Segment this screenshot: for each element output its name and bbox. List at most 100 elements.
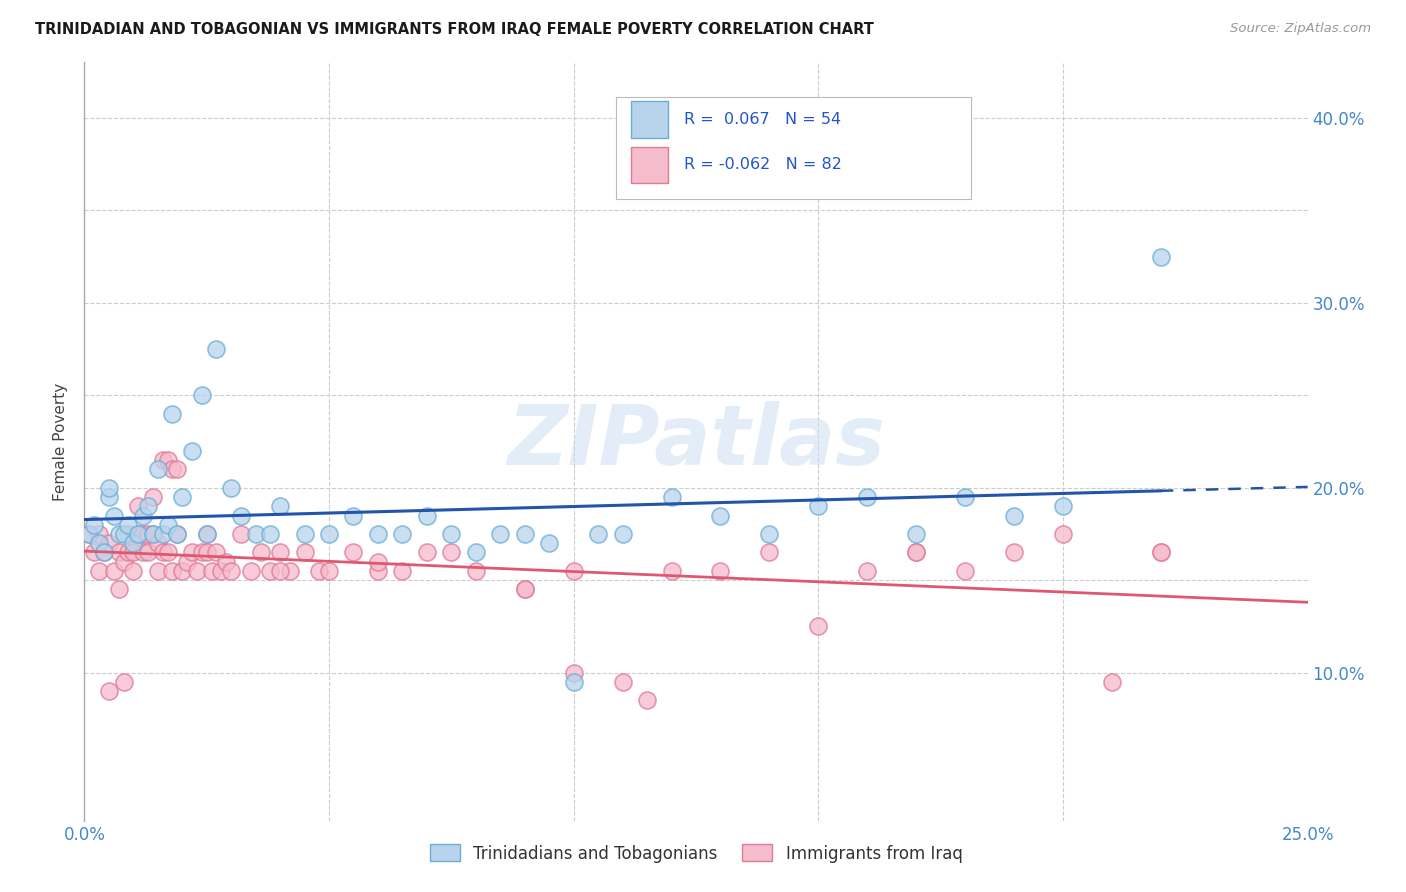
Point bbox=[245, 527, 267, 541]
Point bbox=[205, 342, 228, 356]
Point bbox=[97, 536, 120, 550]
Point bbox=[391, 564, 413, 578]
Y-axis label: Female Poverty: Female Poverty bbox=[53, 383, 69, 500]
Point bbox=[1150, 545, 1173, 559]
Point bbox=[1052, 500, 1074, 514]
Point bbox=[562, 675, 585, 690]
Point bbox=[1002, 545, 1025, 559]
Point bbox=[513, 527, 536, 541]
Point bbox=[294, 527, 316, 541]
Point bbox=[103, 564, 125, 578]
Point bbox=[1150, 250, 1173, 264]
Point bbox=[117, 527, 139, 541]
Point bbox=[367, 555, 389, 569]
Point bbox=[156, 545, 179, 559]
Point bbox=[367, 527, 389, 541]
Point bbox=[166, 527, 188, 541]
Point bbox=[229, 508, 252, 523]
Point bbox=[269, 564, 291, 578]
Point bbox=[239, 564, 262, 578]
Point bbox=[112, 675, 135, 690]
Point bbox=[112, 555, 135, 569]
Point bbox=[162, 564, 184, 578]
Point bbox=[1150, 545, 1173, 559]
Point bbox=[191, 388, 214, 402]
Point bbox=[122, 545, 145, 559]
Point bbox=[166, 462, 188, 476]
Point bbox=[709, 564, 731, 578]
Point bbox=[1052, 527, 1074, 541]
Point bbox=[229, 527, 252, 541]
Bar bbox=[631, 146, 668, 183]
Point bbox=[953, 564, 976, 578]
Point bbox=[107, 545, 129, 559]
Point bbox=[172, 564, 194, 578]
Point bbox=[538, 536, 561, 550]
Point bbox=[200, 564, 222, 578]
Point bbox=[162, 407, 184, 421]
Point bbox=[489, 527, 512, 541]
Point bbox=[367, 564, 389, 578]
Point bbox=[127, 527, 149, 541]
Point bbox=[122, 536, 145, 550]
Point bbox=[259, 527, 281, 541]
Point bbox=[97, 490, 120, 504]
Point bbox=[513, 582, 536, 597]
Point bbox=[195, 527, 218, 541]
Point bbox=[132, 527, 155, 541]
Point bbox=[709, 508, 731, 523]
Point bbox=[215, 555, 238, 569]
Point bbox=[87, 527, 110, 541]
Point bbox=[117, 545, 139, 559]
Point bbox=[278, 564, 301, 578]
Text: R =  0.067   N = 54: R = 0.067 N = 54 bbox=[683, 112, 841, 127]
Point bbox=[416, 508, 439, 523]
Point bbox=[562, 665, 585, 680]
Point bbox=[905, 545, 928, 559]
Point bbox=[191, 545, 214, 559]
Point bbox=[127, 500, 149, 514]
Point bbox=[612, 527, 634, 541]
Point bbox=[219, 564, 242, 578]
Text: Source: ZipAtlas.com: Source: ZipAtlas.com bbox=[1230, 22, 1371, 36]
Point bbox=[195, 545, 218, 559]
Point bbox=[209, 564, 232, 578]
Point bbox=[464, 564, 486, 578]
Point bbox=[758, 545, 780, 559]
Point bbox=[186, 564, 208, 578]
Point bbox=[953, 490, 976, 504]
Point bbox=[87, 536, 110, 550]
Point bbox=[856, 564, 879, 578]
Point bbox=[181, 443, 204, 458]
Point bbox=[249, 545, 271, 559]
Point bbox=[132, 508, 155, 523]
Point bbox=[112, 527, 135, 541]
Point bbox=[464, 545, 486, 559]
Point bbox=[152, 453, 174, 467]
Point bbox=[146, 564, 169, 578]
Legend: Trinidadians and Tobagonians, Immigrants from Iraq: Trinidadians and Tobagonians, Immigrants… bbox=[423, 838, 969, 869]
Point bbox=[146, 536, 169, 550]
Point bbox=[269, 500, 291, 514]
Point bbox=[136, 527, 159, 541]
Point bbox=[122, 564, 145, 578]
Point bbox=[87, 564, 110, 578]
Point bbox=[205, 545, 228, 559]
Point bbox=[391, 527, 413, 541]
Point bbox=[219, 481, 242, 495]
Point bbox=[156, 517, 179, 532]
Text: TRINIDADIAN AND TOBAGONIAN VS IMMIGRANTS FROM IRAQ FEMALE POVERTY CORRELATION CH: TRINIDADIAN AND TOBAGONIAN VS IMMIGRANTS… bbox=[35, 22, 875, 37]
Point bbox=[636, 693, 658, 707]
Point bbox=[586, 527, 609, 541]
FancyBboxPatch shape bbox=[616, 96, 972, 199]
Point bbox=[856, 490, 879, 504]
Point bbox=[142, 527, 165, 541]
Point bbox=[342, 545, 364, 559]
Point bbox=[136, 500, 159, 514]
Point bbox=[176, 555, 198, 569]
Point bbox=[440, 527, 463, 541]
Point bbox=[181, 545, 204, 559]
Point bbox=[1101, 675, 1123, 690]
Point bbox=[661, 564, 683, 578]
Point bbox=[97, 481, 120, 495]
